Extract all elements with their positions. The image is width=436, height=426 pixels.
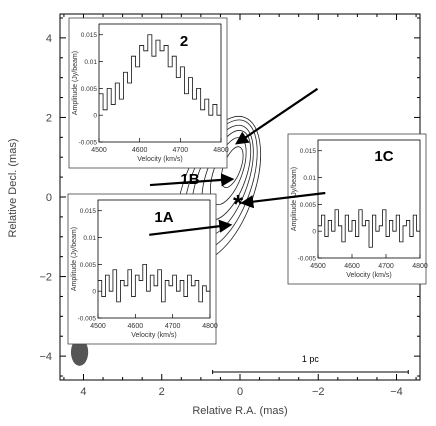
inset-y-tick-label: 0 <box>93 113 97 120</box>
beam-ellipse <box>70 338 89 366</box>
inset-y-tick-label: -0.005 <box>298 256 317 263</box>
center-marker-star: * <box>233 189 244 219</box>
x-tick-label: 2 <box>159 386 165 398</box>
inset-x-tick-label: 4700 <box>378 263 394 270</box>
inset-y-axis-title: Amplitude (Jy/beam) <box>291 167 298 231</box>
y-tick-label: 0 <box>46 192 52 204</box>
inset-panel-bg <box>287 133 427 285</box>
spectrum-inset-1A: 4500 4600 4700 4800 -0.005 0 0.005 0.01 0.015 Vel… <box>67 193 218 345</box>
inset-y-axis-title: Amplitude (Jy/beam) <box>71 227 78 291</box>
inset-y-tick-label: 0 <box>92 289 96 296</box>
inset-y-tick-label: 0.015 <box>80 208 97 215</box>
inset-y-tick-label: 0.01 <box>303 175 316 182</box>
inset-y-tick-label: 0 <box>312 229 316 236</box>
label-1b: 1B <box>180 171 199 188</box>
inset-x-axis-title: Velocity (km/s) <box>137 156 183 163</box>
inset-x-tick-label: 4800 <box>412 263 428 270</box>
inset-x-tick-label: 4500 <box>90 323 106 330</box>
x-tick-label: 0 <box>237 386 243 398</box>
inset-x-tick-label: 4600 <box>344 263 360 270</box>
spectrum-inset-2: 4500 4600 4700 4800 -0.005 0 0.005 0.01 0.015 Vel… <box>68 17 229 169</box>
arrow-layer: 1B <box>149 87 326 236</box>
inset-panel-label: 2 <box>180 33 188 50</box>
arrow-1c <box>240 191 326 209</box>
inset-x-axis-title: Velocity (km/s) <box>131 332 177 339</box>
inset-x-tick-label: 4700 <box>165 323 181 330</box>
inset-y-tick-label: -0.005 <box>78 316 97 323</box>
scale-bar-label: 1 pc <box>302 354 320 364</box>
x-tick-label: −4 <box>390 386 403 398</box>
x-axis-title: Relative R.A. (mas) <box>192 405 287 417</box>
y-tick-label: −2 <box>39 272 52 284</box>
inset-panel-label: 1C <box>374 148 393 165</box>
inset-y-tick-label: 0.005 <box>300 202 317 209</box>
y-axis-title: Relative Decl. (mas) <box>7 138 19 237</box>
arrow-2 <box>235 87 319 145</box>
inset-y-tick-label: 0.015 <box>300 148 317 155</box>
arrow-1b <box>149 173 235 187</box>
inset-x-tick-label: 4500 <box>91 147 107 154</box>
inset-x-tick-label: 4500 <box>310 263 326 270</box>
inset-x-tick-label: 4600 <box>128 323 144 330</box>
x-tick-label: −2 <box>312 386 325 398</box>
spectrum-line <box>99 34 221 116</box>
inset-x-tick-label: 4800 <box>213 147 229 154</box>
y-tick-label: 2 <box>46 112 52 124</box>
x-tick-label: 4 <box>80 386 86 398</box>
inset-x-tick-label: 4700 <box>173 147 189 154</box>
inset-panel-bg <box>67 193 217 345</box>
inset-plot-frame <box>317 139 421 259</box>
inset-y-tick-label: 0.01 <box>83 235 96 242</box>
spectrum-line <box>318 209 420 248</box>
inset-plot-frame <box>98 23 222 143</box>
inset-x-axis-title: Velocity (km/s) <box>346 272 392 279</box>
y-tick-label: −4 <box>39 351 52 363</box>
spectrum-inset-1C: 4500 4600 4700 4800 -0.005 0 0.005 0.01 0.015 Vel… <box>287 133 428 285</box>
inset-plot-frame <box>97 199 211 319</box>
inset-y-tick-label: 0.005 <box>80 262 97 269</box>
arrow-1a <box>149 219 233 236</box>
spectrum-line <box>98 263 210 303</box>
inset-x-tick-label: 4800 <box>202 323 218 330</box>
inset-y-tick-label: 0.01 <box>84 59 97 66</box>
inset-y-tick-label: 0.015 <box>81 32 98 39</box>
y-tick-label: 4 <box>46 33 52 45</box>
inset-x-tick-label: 4600 <box>132 147 148 154</box>
inset-y-tick-label: -0.005 <box>79 140 98 147</box>
inset-y-tick-label: 0.005 <box>81 86 98 93</box>
inset-y-axis-title: Amplitude (Jy/beam) <box>72 51 79 115</box>
inset-panel-label: 1A <box>154 209 173 226</box>
